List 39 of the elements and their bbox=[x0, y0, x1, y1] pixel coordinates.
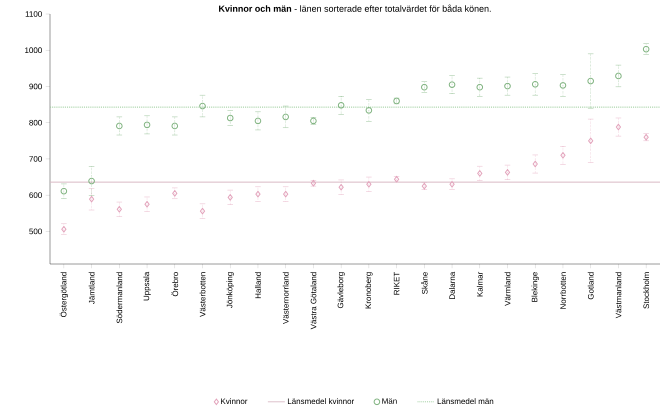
point bbox=[200, 208, 206, 214]
point bbox=[616, 124, 622, 130]
point bbox=[61, 226, 66, 233]
point bbox=[199, 102, 206, 110]
chart-title: Kvinnor och män - länen sorterade efter totalvärdet för båda könen. bbox=[219, 4, 491, 12]
point bbox=[255, 190, 261, 198]
point bbox=[642, 46, 650, 52]
point bbox=[477, 170, 482, 177]
point bbox=[116, 206, 122, 213]
point bbox=[116, 122, 123, 130]
point bbox=[172, 190, 178, 197]
point bbox=[228, 194, 233, 201]
point bbox=[144, 122, 150, 128]
point bbox=[366, 107, 372, 114]
point bbox=[476, 84, 484, 90]
point bbox=[504, 169, 510, 176]
point bbox=[560, 152, 566, 159]
point bbox=[588, 138, 594, 144]
point bbox=[560, 82, 566, 89]
point bbox=[421, 84, 428, 90]
point bbox=[449, 181, 455, 188]
point bbox=[144, 200, 150, 208]
point bbox=[283, 190, 288, 198]
point bbox=[282, 114, 289, 120]
point bbox=[615, 72, 622, 80]
point bbox=[338, 184, 344, 190]
point bbox=[504, 82, 511, 90]
point bbox=[254, 118, 262, 124]
point bbox=[171, 122, 178, 130]
point bbox=[448, 81, 456, 88]
point bbox=[366, 181, 372, 188]
point bbox=[88, 178, 95, 184]
point bbox=[60, 188, 68, 194]
point bbox=[226, 114, 234, 122]
point bbox=[532, 160, 538, 168]
point bbox=[587, 78, 594, 84]
point bbox=[338, 102, 344, 109]
point bbox=[532, 81, 539, 88]
point bbox=[89, 196, 94, 202]
